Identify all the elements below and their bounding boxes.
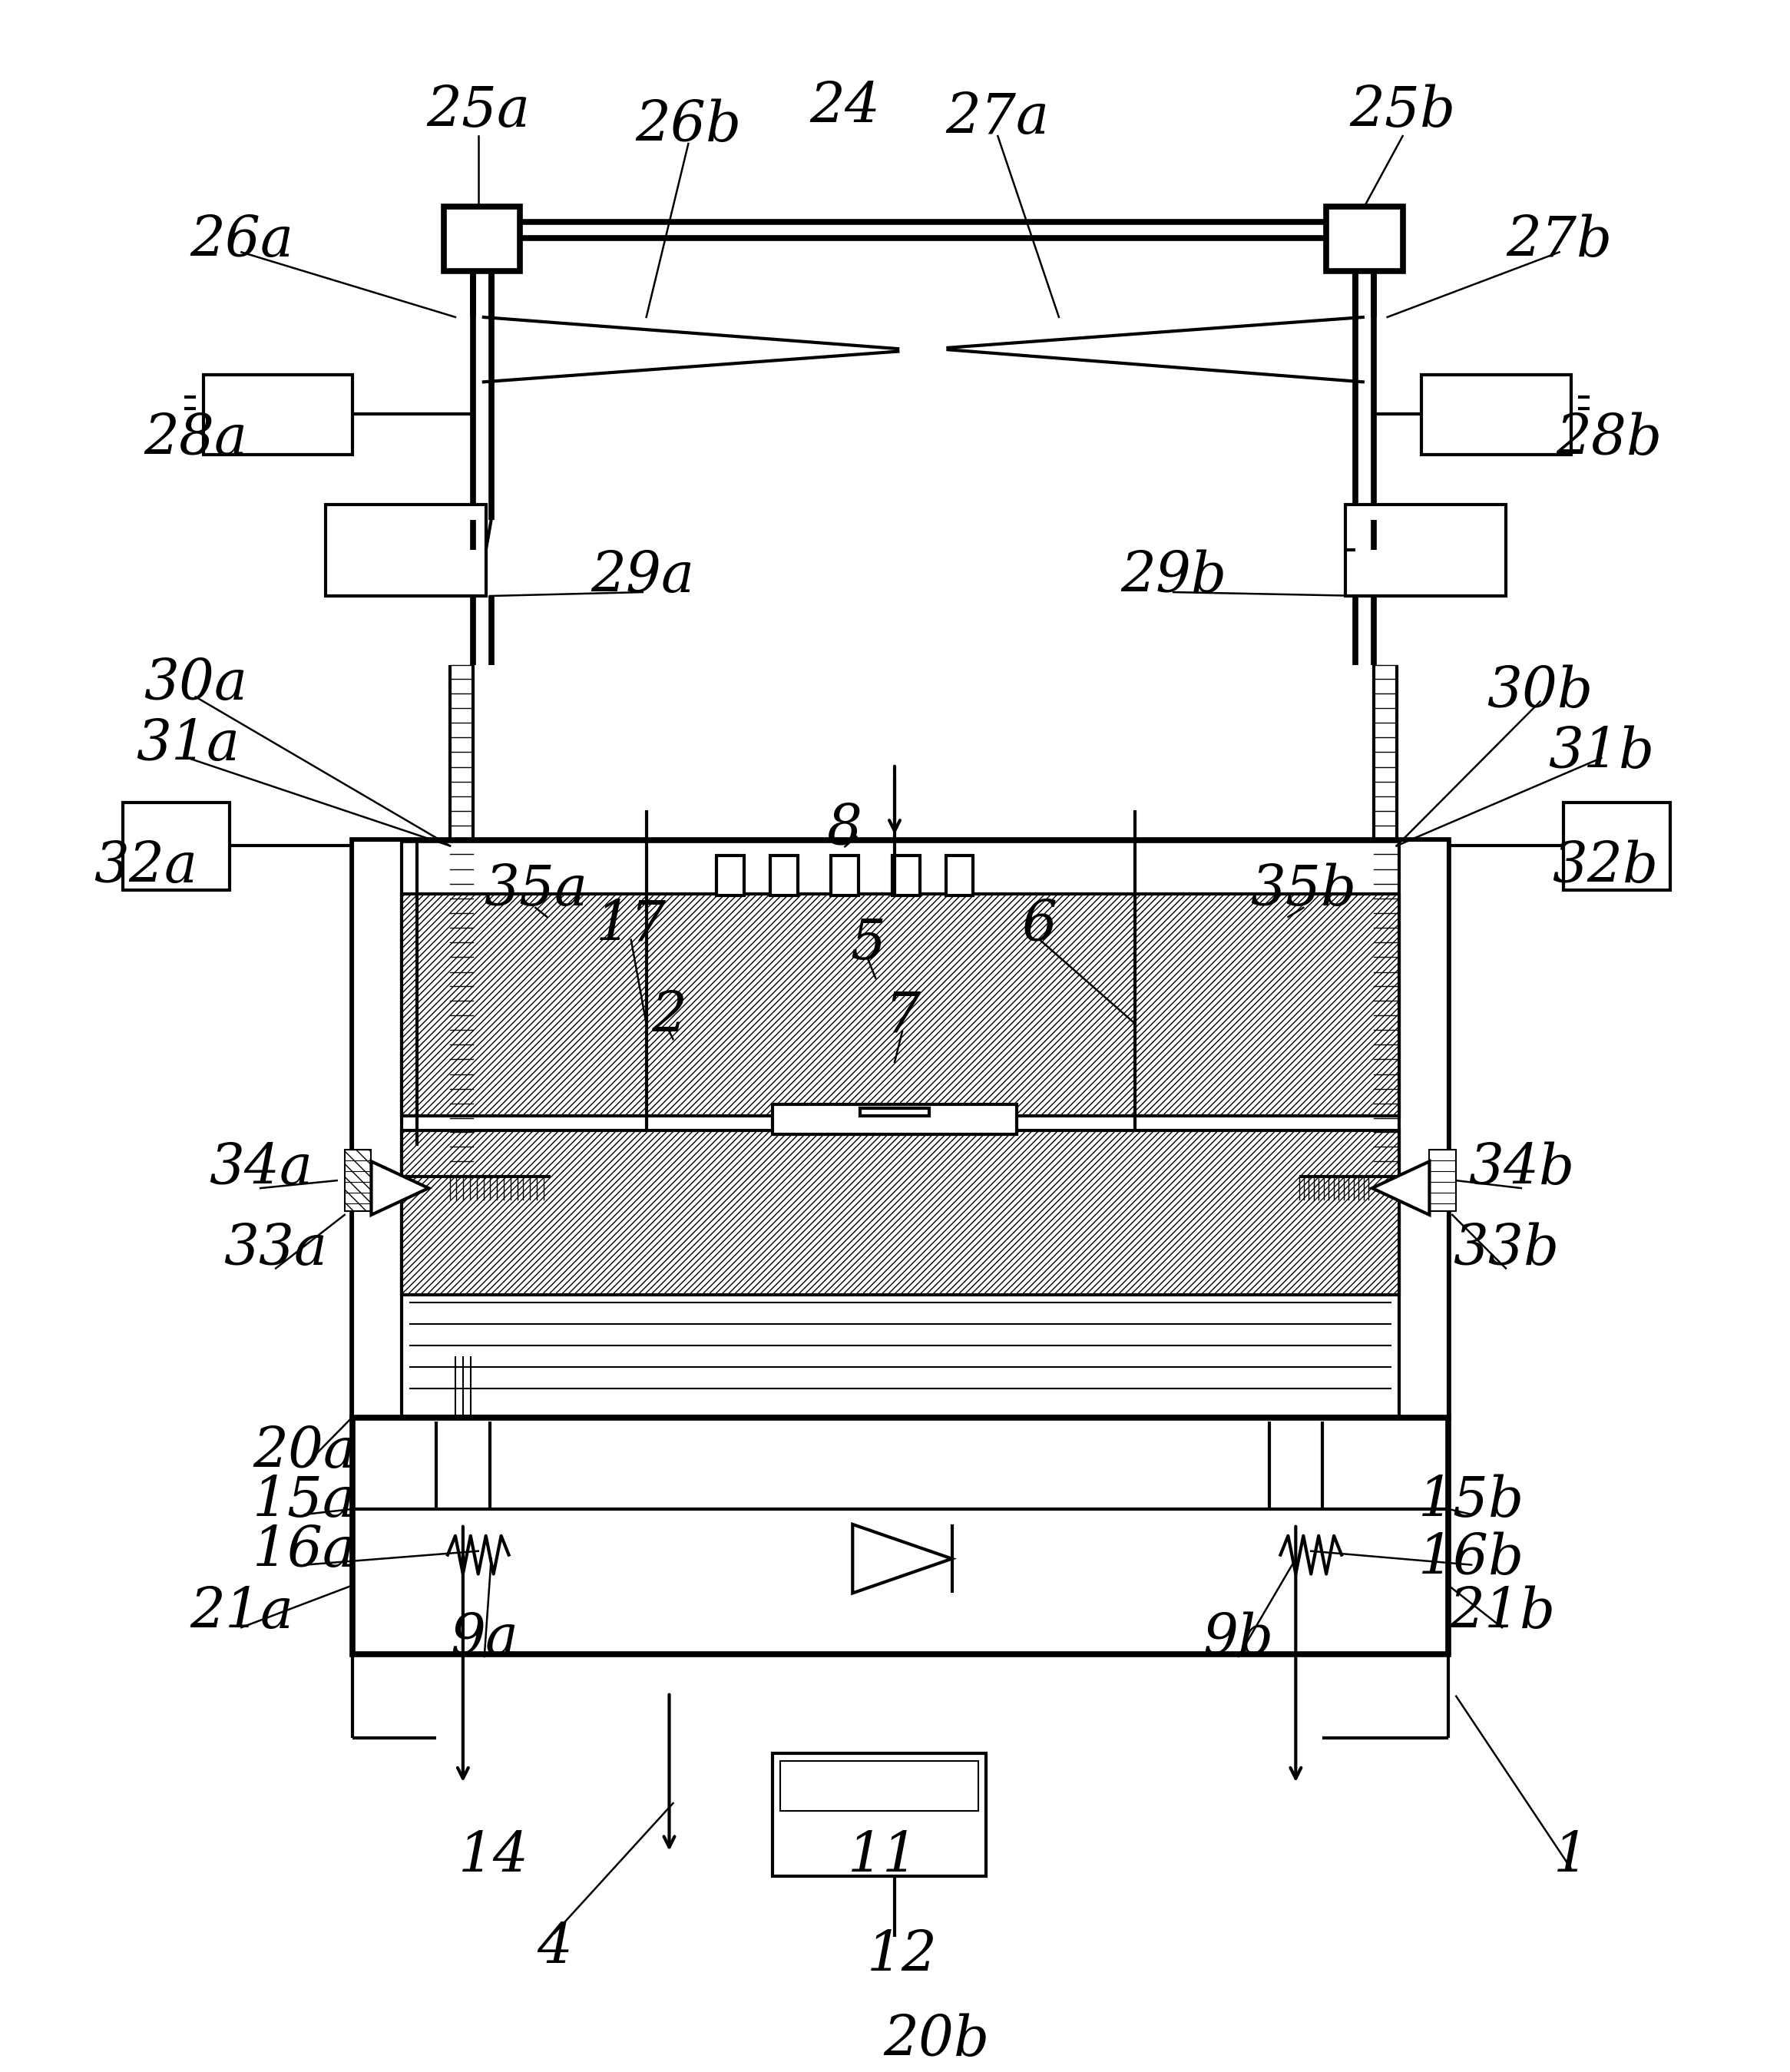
Bar: [716, 856, 745, 895]
Text: 7: 7: [884, 988, 920, 1044]
Polygon shape: [1373, 1162, 1430, 1214]
Text: 26b: 26b: [635, 99, 741, 153]
Bar: [444, 207, 521, 271]
Bar: [326, 503, 485, 597]
Bar: [401, 893, 1398, 1115]
Bar: [353, 841, 1448, 1417]
Text: 28a: 28a: [143, 412, 247, 466]
Bar: [401, 1131, 1398, 1295]
Bar: [204, 375, 353, 454]
Text: 16a: 16a: [252, 1525, 356, 1579]
Bar: [353, 841, 401, 1417]
Text: 30b: 30b: [1487, 665, 1593, 719]
Text: 33b: 33b: [1453, 1222, 1559, 1276]
Polygon shape: [852, 1525, 952, 1593]
Bar: [771, 1104, 1017, 1135]
Text: 15a: 15a: [252, 1475, 356, 1529]
Text: 31a: 31a: [136, 717, 240, 773]
Text: 4: 4: [537, 1921, 573, 1975]
Text: 17: 17: [596, 897, 666, 951]
Text: 2: 2: [652, 988, 687, 1044]
Text: 25a: 25a: [426, 83, 530, 139]
Text: 31b: 31b: [1548, 725, 1654, 779]
Text: 27b: 27b: [1505, 213, 1613, 267]
Bar: [344, 1150, 371, 1210]
Bar: [124, 802, 229, 891]
Text: 29b: 29b: [1121, 549, 1226, 603]
Bar: [770, 856, 798, 895]
Text: 9b: 9b: [1203, 1612, 1274, 1666]
Text: 28b: 28b: [1556, 412, 1663, 466]
Text: 34a: 34a: [209, 1142, 313, 1196]
Bar: [945, 856, 974, 895]
Text: 35b: 35b: [1249, 864, 1357, 918]
Bar: [831, 856, 859, 895]
Bar: [1563, 802, 1670, 891]
Text: 27a: 27a: [945, 91, 1049, 145]
Bar: [893, 856, 920, 895]
Text: 11: 11: [848, 1830, 918, 1883]
Bar: [1326, 207, 1403, 271]
Text: 29a: 29a: [591, 549, 695, 603]
Bar: [771, 1753, 986, 1875]
Text: 5: 5: [850, 916, 886, 970]
Text: 34b: 34b: [1468, 1142, 1573, 1196]
Text: 35a: 35a: [483, 864, 587, 918]
Text: 24: 24: [809, 81, 881, 135]
Text: 25b: 25b: [1350, 83, 1455, 139]
Text: 33a: 33a: [224, 1222, 328, 1276]
Text: 20a: 20a: [252, 1426, 356, 1479]
Text: 32b: 32b: [1552, 839, 1658, 895]
Bar: [1421, 375, 1572, 454]
Text: 1: 1: [1554, 1830, 1588, 1883]
Text: 20b: 20b: [884, 2014, 990, 2068]
Bar: [861, 1109, 929, 1115]
Text: 12: 12: [866, 1929, 938, 1983]
Bar: [1430, 1150, 1457, 1210]
Text: 32a: 32a: [95, 839, 197, 895]
Bar: [353, 1417, 1448, 1653]
Polygon shape: [371, 1162, 428, 1214]
Bar: [780, 1761, 979, 1811]
Text: 21b: 21b: [1448, 1585, 1556, 1639]
Circle shape: [900, 325, 945, 373]
Text: 30a: 30a: [143, 657, 247, 711]
Text: 9a: 9a: [449, 1612, 519, 1666]
Bar: [1346, 503, 1505, 597]
Text: 16b: 16b: [1418, 1531, 1525, 1585]
Text: 6: 6: [1022, 897, 1058, 951]
Text: 14: 14: [458, 1830, 528, 1883]
Text: 21a: 21a: [190, 1585, 294, 1639]
Text: 26a: 26a: [190, 213, 294, 267]
Text: 15b: 15b: [1418, 1475, 1525, 1529]
Bar: [1398, 841, 1448, 1417]
Text: 8: 8: [827, 802, 863, 856]
